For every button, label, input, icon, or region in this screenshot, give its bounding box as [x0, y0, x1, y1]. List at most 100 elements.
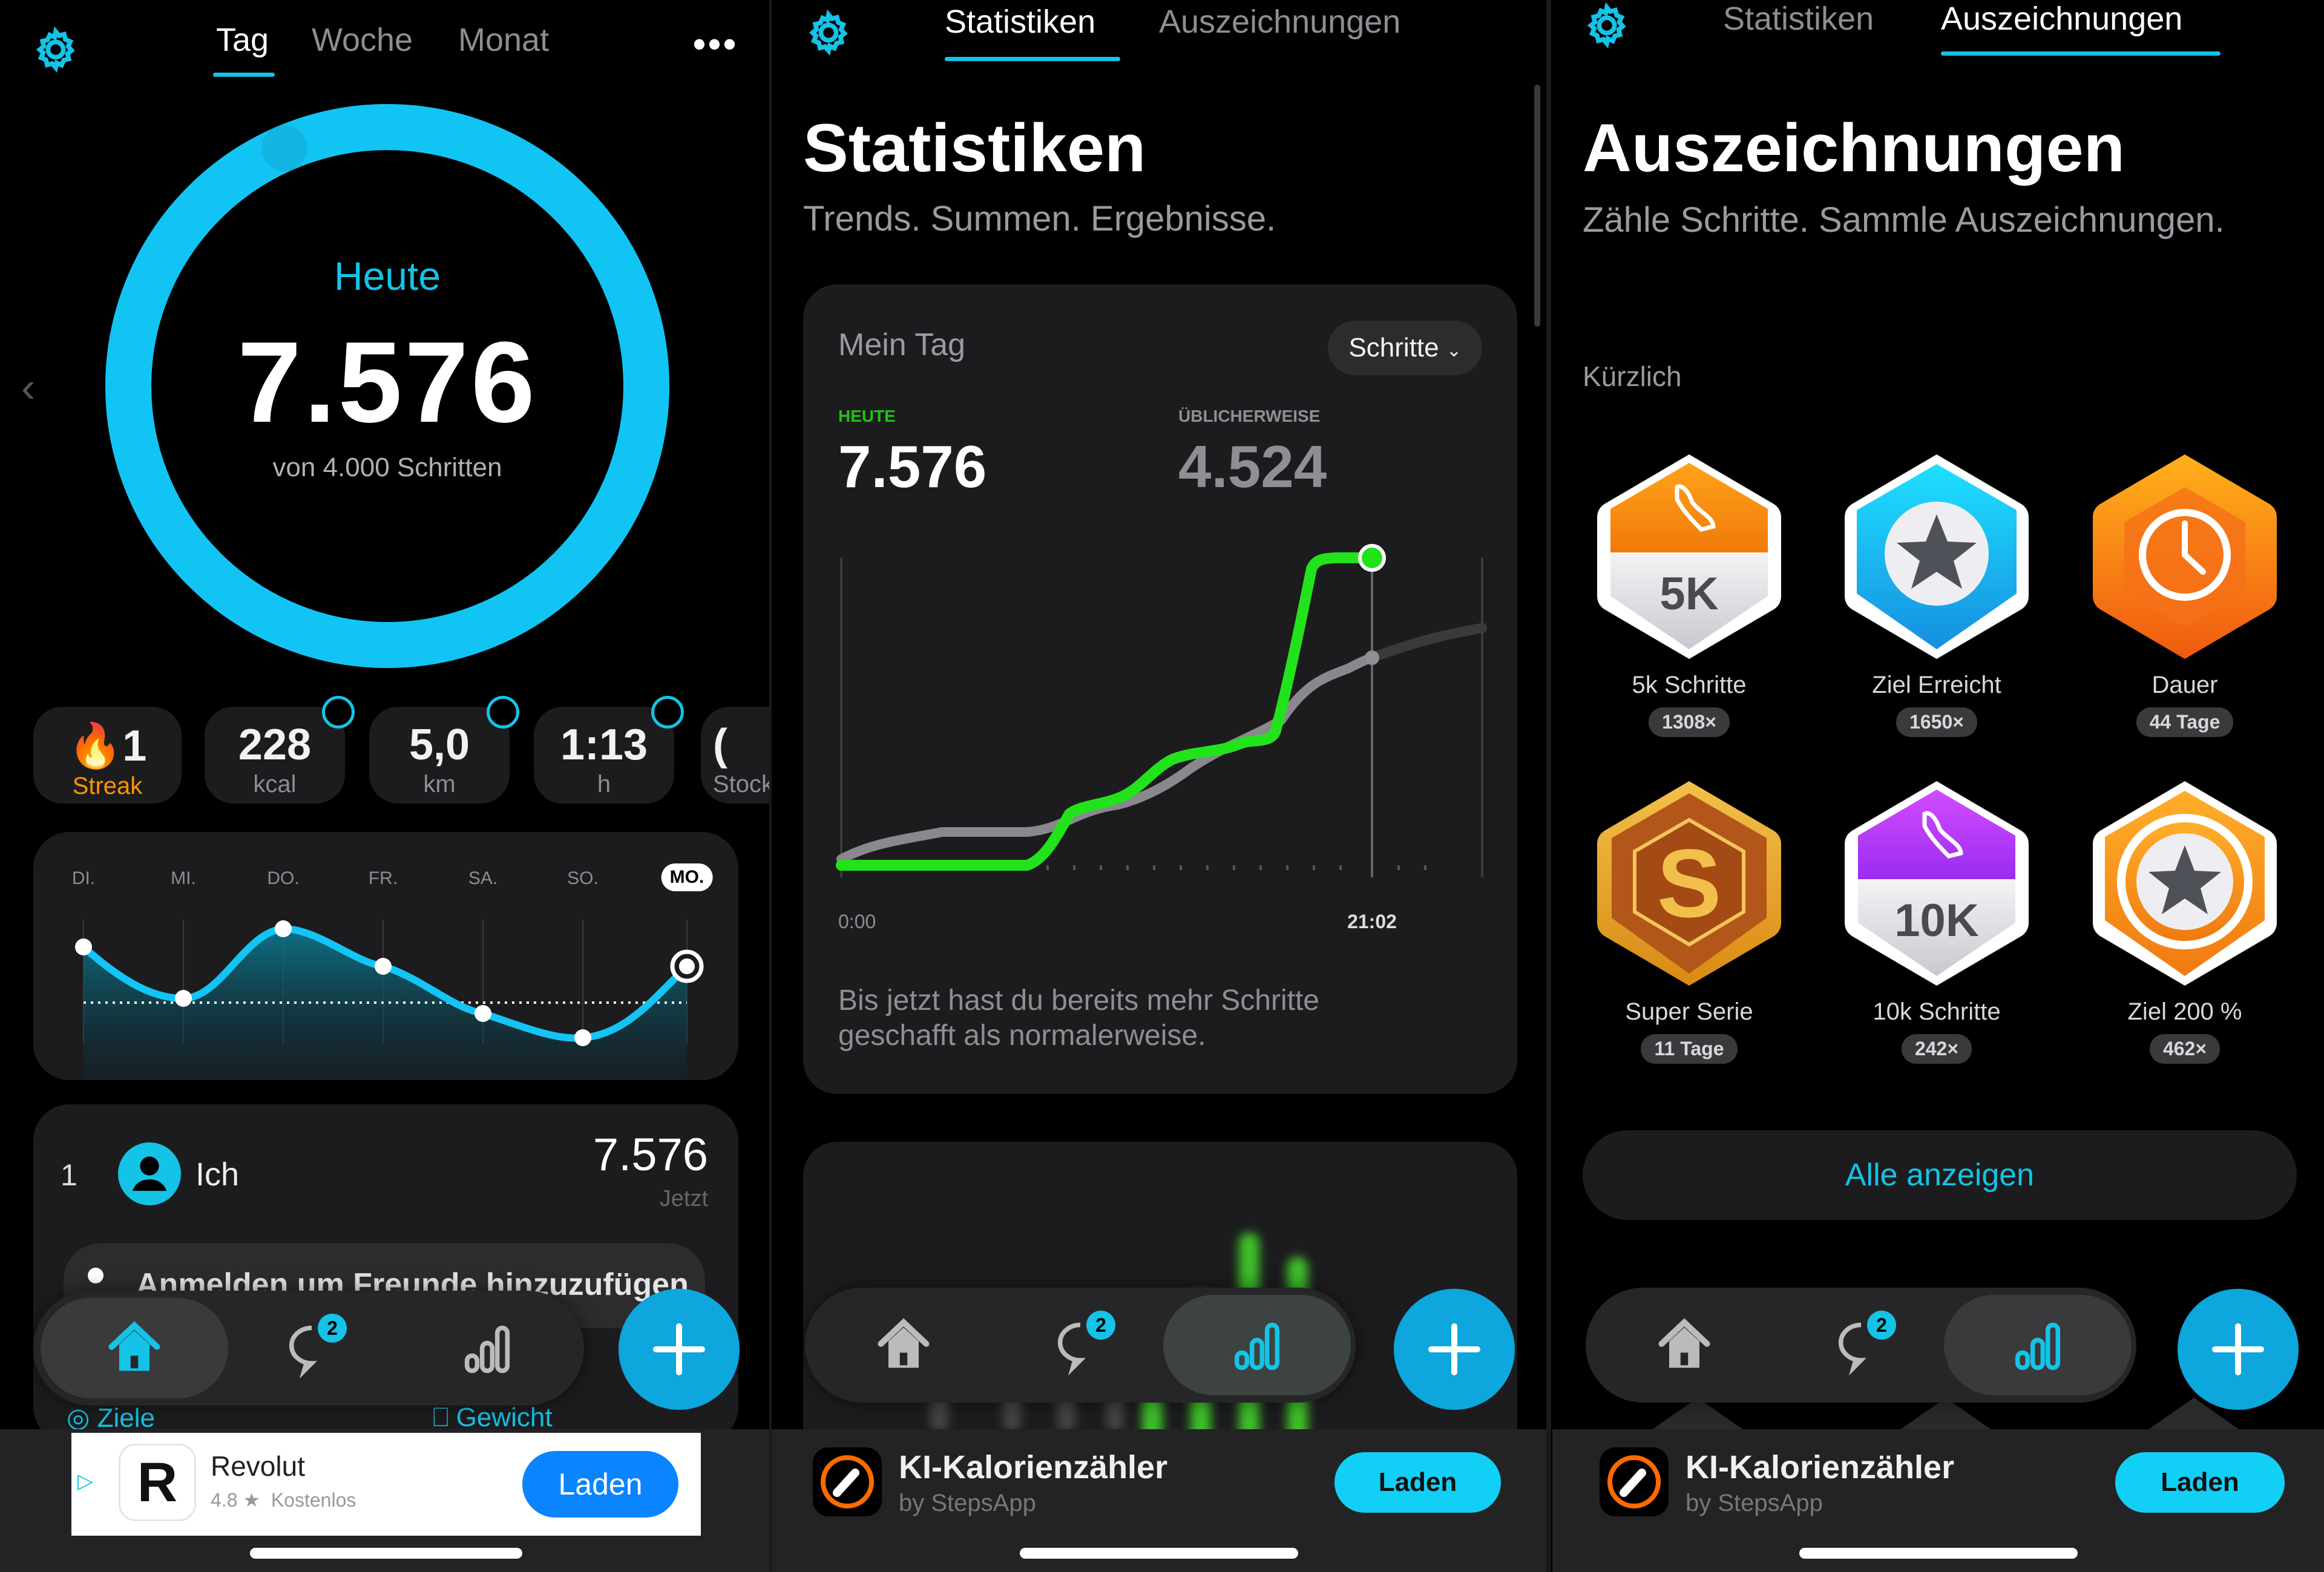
ring-goal-text: von 4.000 Schritten	[272, 453, 502, 482]
distance-pill[interactable]: 5,0 km	[369, 696, 519, 804]
bar-chart-icon[interactable]	[1227, 1315, 1287, 1375]
kcal-unit: kcal	[253, 771, 297, 797]
day-label-active[interactable]: MO.	[661, 863, 713, 891]
chat-bubble-icon[interactable]	[281, 1318, 342, 1378]
day-line-chart	[836, 544, 1487, 877]
revolut-ad[interactable]: ▷ R Revolut 4.8 ★ Kostenlos Laden	[71, 1433, 701, 1536]
duration-pill[interactable]: 1:13 h	[534, 696, 684, 804]
award-count: 462×	[2149, 1034, 2221, 1064]
avatar-icon	[118, 1142, 181, 1205]
streak-pill[interactable]: 🔥1 Streak	[33, 707, 182, 804]
tab-day[interactable]: Tag	[216, 22, 269, 58]
star-badge-icon	[322, 696, 355, 729]
ring-steps-value: 7.576	[237, 318, 537, 447]
bottom-tab-bar: 2	[1586, 1288, 2136, 1403]
calorie-app-logo[interactable]	[813, 1447, 882, 1516]
gear-icon[interactable]	[803, 7, 854, 58]
steps-ring: Heute 7.576 von 4.000 Schritten	[103, 102, 672, 670]
ad-app-name: KI-Kalorienzähler	[1686, 1449, 1955, 1485]
tab-week[interactable]: Woche	[312, 22, 413, 58]
home-indicator	[1020, 1548, 1298, 1559]
chat-bubble-icon[interactable]	[1831, 1315, 1891, 1375]
section-recent: Kürzlich	[1583, 361, 1682, 392]
chevron-down-icon: ⌄	[1446, 341, 1462, 361]
carrot-icon	[821, 1455, 874, 1508]
dropdown-value: Schritte	[1348, 333, 1439, 362]
svg-text:10K: 10K	[1894, 895, 1979, 946]
adchoices-icon[interactable]: ▷	[77, 1470, 94, 1493]
ad-install-button[interactable]: Laden	[522, 1451, 678, 1518]
duration-value: 1:13	[560, 721, 648, 769]
progress-ring-icon	[105, 104, 669, 668]
award-goal-200[interactable]: Ziel 200 % 462×	[2070, 778, 2300, 1064]
add-button[interactable]	[1394, 1289, 1515, 1410]
floors-pill[interactable]: ( Stock	[701, 707, 772, 804]
award-count: 1650×	[1896, 707, 1977, 737]
tab-underline	[1941, 51, 2221, 56]
award-count: 242×	[1901, 1034, 1972, 1064]
calorie-app-logo[interactable]	[1600, 1447, 1669, 1516]
tab-month[interactable]: Monat	[458, 22, 550, 58]
week-chart-card[interactable]: DI. MI. DO. FR. SA. SO. MO.	[33, 832, 738, 1080]
bar-chart-icon[interactable]	[2007, 1315, 2068, 1375]
tab-underline	[213, 73, 275, 77]
home-screen: Tag Woche Monat ••• ‹ Heute 7.576 von 4.…	[0, 0, 772, 1572]
duration-unit: h	[597, 771, 611, 797]
award-duration[interactable]: Dauer 44 Tage	[2070, 451, 2300, 737]
bar-chart-icon[interactable]	[457, 1318, 517, 1378]
award-10k[interactable]: 10K 10k Schritte 242×	[1822, 778, 2052, 1064]
svg-text:5K: 5K	[1659, 568, 1718, 620]
streak-label: Streak	[72, 773, 143, 799]
home-indicator	[249, 1548, 522, 1559]
day-label: FR.	[368, 868, 398, 888]
kcal-pill[interactable]: 228 kcal	[205, 696, 355, 804]
gear-icon[interactable]	[1581, 0, 1632, 51]
weight-link[interactable]: ⎕ Gewicht	[433, 1403, 553, 1432]
home-icon[interactable]	[104, 1318, 165, 1378]
panel-divider	[1546, 0, 1551, 1572]
home-icon[interactable]	[873, 1315, 934, 1375]
ad-install-button[interactable]: Laden	[1334, 1452, 1501, 1513]
tab-awards[interactable]: Auszeichnungen	[1941, 1, 2183, 37]
ad-by: by StepsApp	[899, 1490, 1036, 1516]
week-area-chart	[75, 920, 704, 1080]
award-name: Super Serie	[1625, 998, 1753, 1025]
ad-banner: ▷ R Revolut 4.8 ★ Kostenlos Laden	[0, 1429, 772, 1572]
award-name: Dauer	[2152, 672, 2218, 698]
ad-install-button[interactable]: Laden	[2115, 1452, 2285, 1513]
gear-icon[interactable]	[30, 24, 81, 75]
chat-bubble-icon[interactable]	[1050, 1315, 1111, 1375]
ellipsis-icon[interactable]: •••	[693, 24, 739, 64]
x-axis-start: 0:00	[838, 911, 876, 932]
today-value: 7.576	[838, 433, 987, 500]
card-title: Mein Tag	[838, 327, 966, 362]
scrollbar[interactable]	[1534, 85, 1540, 327]
metric-dropdown[interactable]: Schritte ⌄	[1328, 321, 1482, 375]
tab-statistics[interactable]: Statistiken	[945, 4, 1096, 40]
weight-label: Gewicht	[456, 1403, 553, 1432]
ad-app-name: KI-Kalorienzähler	[899, 1449, 1168, 1485]
show-all-button[interactable]: Alle anzeigen	[1583, 1130, 2297, 1220]
award-count: 1308×	[1649, 707, 1730, 737]
add-button[interactable]	[2178, 1289, 2299, 1410]
award-goal-reached[interactable]: Ziel Erreicht 1650×	[1822, 451, 2052, 737]
carrot-icon	[1607, 1455, 1661, 1508]
chevron-left-icon[interactable]: ‹	[21, 364, 36, 411]
tab-statistics[interactable]: Statistiken	[1723, 1, 1874, 37]
plus-icon	[653, 1323, 705, 1375]
add-button[interactable]	[619, 1289, 740, 1410]
home-indicator	[1799, 1548, 2078, 1559]
distance-value: 5,0	[409, 721, 470, 769]
goals-label: Ziele	[97, 1403, 155, 1433]
ad-meta: 4.8 ★ Kostenlos	[211, 1488, 356, 1511]
goals-link[interactable]: ◎ Ziele	[67, 1403, 155, 1433]
tab-awards[interactable]: Auszeichnungen	[1159, 4, 1401, 40]
award-5k[interactable]: 5K 5k Schritte 1308×	[1574, 451, 1804, 737]
award-name: Ziel Erreicht	[1872, 672, 2001, 698]
ring-today-label: Heute	[333, 254, 441, 298]
ad-by: by StepsApp	[1686, 1490, 1823, 1516]
home-icon[interactable]	[1654, 1315, 1715, 1375]
message-count-badge: 2	[318, 1314, 347, 1343]
award-super-streak[interactable]: S Super Serie 11 Tage	[1574, 778, 1804, 1064]
user-steps: 7.576	[592, 1129, 708, 1181]
